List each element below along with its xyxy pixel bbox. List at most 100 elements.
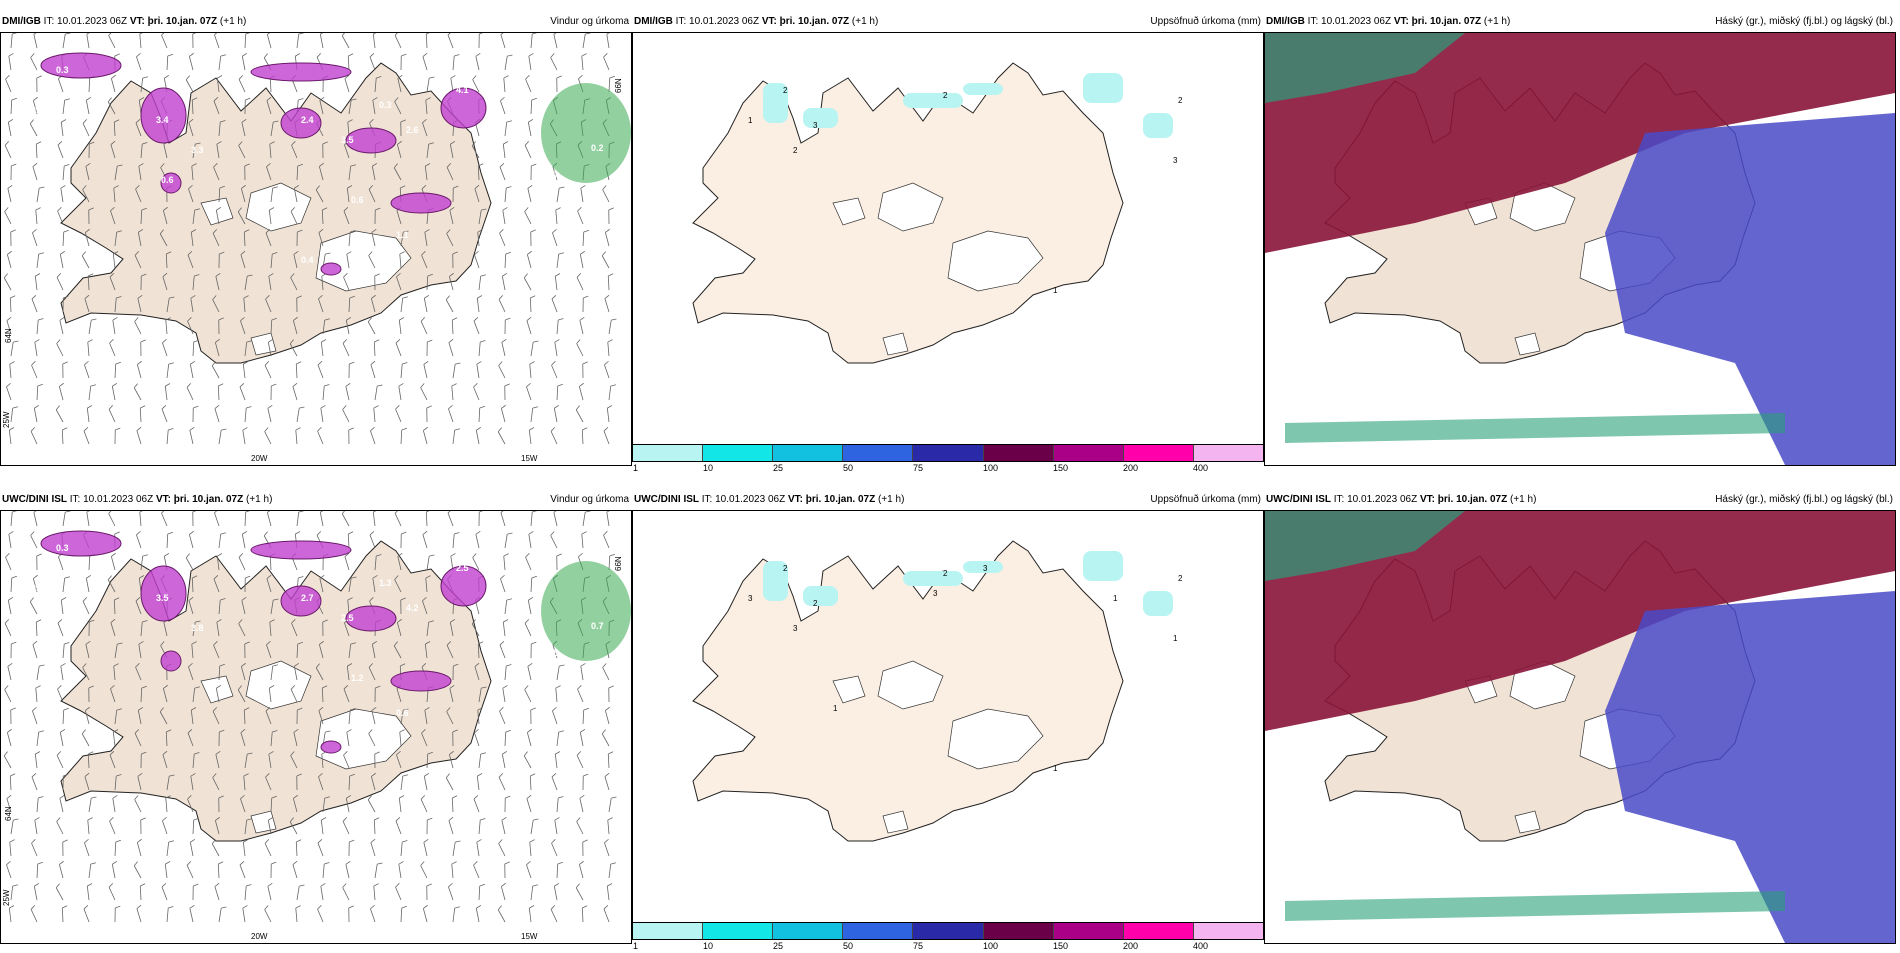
- barb-feather: [34, 339, 39, 342]
- barb-staff: [136, 535, 141, 548]
- barb-feather: [341, 511, 346, 514]
- barb-feather: [140, 33, 145, 34]
- barb-feather: [161, 405, 166, 409]
- barb-staff: [448, 35, 453, 48]
- wind-barb: [214, 33, 224, 48]
- panel-title: Uppsöfnuð úrkoma (mm): [1150, 490, 1261, 510]
- wind-barb: [193, 340, 199, 356]
- barb-staff: [529, 430, 531, 444]
- barb-staff: [265, 910, 271, 922]
- barb-staff: [243, 842, 245, 856]
- precip-value-label: 2.7: [301, 593, 314, 603]
- barb-feather: [604, 295, 609, 298]
- barb-staff: [579, 864, 583, 878]
- colorbar-swatch: [843, 923, 913, 939]
- wind-barb: [34, 817, 41, 834]
- barb-staff: [186, 80, 193, 92]
- barb-staff: [60, 254, 63, 268]
- barb-feather: [532, 33, 537, 34]
- wind-barb: [479, 406, 485, 422]
- barb-staff: [502, 754, 505, 768]
- barb-feather: [448, 817, 453, 820]
- wind-barb: [523, 274, 535, 290]
- wind-barb: [297, 33, 304, 49]
- wind-barb: [211, 840, 223, 856]
- wind-barb: [30, 905, 41, 922]
- barb-feather: [264, 839, 269, 843]
- barb-feather: [552, 707, 557, 711]
- wind-barb: [609, 862, 616, 878]
- barb-staff: [374, 342, 375, 356]
- barb-feather: [502, 685, 507, 688]
- wind-barb: [32, 641, 41, 658]
- barb-feather: [550, 427, 555, 431]
- it-label: IT:: [44, 16, 55, 27]
- wind-barb: [427, 818, 432, 834]
- wind-barb: [58, 75, 68, 92]
- colorbar-swatch: [984, 445, 1054, 461]
- panel-title: Uppsöfnuð úrkoma (mm): [1150, 12, 1261, 32]
- barb-staff: [37, 320, 38, 334]
- barb-feather: [143, 76, 148, 79]
- barb-feather: [37, 554, 42, 556]
- barb-feather: [8, 119, 13, 122]
- lead-time: (+1 h): [246, 494, 272, 505]
- barb-staff: [602, 734, 609, 746]
- wind-barb: [399, 318, 406, 334]
- barb-feather: [264, 427, 269, 431]
- barb-staff: [32, 777, 37, 790]
- barb-feather: [601, 252, 606, 256]
- wind-barb: [473, 383, 484, 400]
- barb-staff: [528, 666, 531, 680]
- wind-barb: [500, 511, 509, 526]
- wind-barb: [608, 274, 614, 290]
- barb-feather: [13, 884, 18, 887]
- barb-staff: [297, 886, 299, 900]
- wind-barb: [193, 406, 198, 422]
- barb-feather: [524, 207, 529, 211]
- barb-feather: [64, 164, 69, 166]
- wind-barb: [583, 708, 589, 724]
- barb-feather: [607, 884, 612, 887]
- model-name: DMI/IGB: [1266, 16, 1305, 27]
- barb-staff: [501, 886, 505, 900]
- barb-staff: [500, 167, 505, 180]
- barb-staff: [61, 666, 63, 680]
- barb-feather: [402, 906, 407, 908]
- barb-staff: [215, 409, 219, 422]
- precip-blob: [391, 671, 451, 691]
- barb-feather: [575, 884, 580, 888]
- barb-feather: [527, 185, 532, 188]
- barb-feather: [221, 54, 226, 57]
- wind-barb: [427, 884, 432, 900]
- barb-staff: [530, 298, 531, 312]
- barb-feather: [499, 163, 504, 167]
- barb-staff: [526, 865, 531, 878]
- barb-feather: [398, 383, 403, 386]
- barb-feather: [373, 511, 378, 512]
- barb-staff: [552, 777, 557, 790]
- wind-barb: [500, 97, 510, 114]
- barb-feather: [30, 531, 35, 535]
- barb-feather: [423, 427, 428, 430]
- wind-barb: [63, 576, 70, 592]
- barb-feather: [12, 576, 17, 578]
- barb-feather: [524, 619, 529, 623]
- barb-feather: [551, 839, 556, 843]
- precip-value-label: 0.6: [351, 195, 364, 205]
- barb-staff: [345, 557, 349, 570]
- barb-staff: [603, 190, 609, 202]
- wind-barb: [57, 141, 67, 158]
- model-name: UWC/DINI ISL: [2, 494, 67, 505]
- barb-staff: [530, 776, 531, 790]
- wind-barb: [211, 362, 223, 378]
- wind-barb: [193, 33, 198, 48]
- barb-staff: [318, 431, 323, 444]
- barb-staff: [268, 408, 271, 422]
- colorbar-swatch: [633, 445, 703, 461]
- barb-feather: [526, 795, 531, 798]
- barb-feather: [4, 619, 9, 623]
- barb-feather: [214, 511, 219, 513]
- barb-feather: [507, 120, 512, 123]
- wind-barb: [112, 317, 119, 334]
